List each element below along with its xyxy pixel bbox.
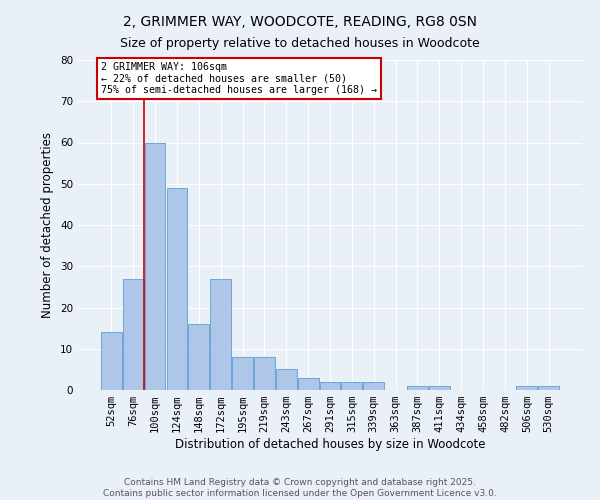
Bar (188, 324, 209, 390)
Text: 2 GRIMMER WAY: 106sqm
← 22% of detached houses are smaller (50)
75% of semi-deta: 2 GRIMMER WAY: 106sqm ← 22% of detached … (101, 62, 377, 96)
Y-axis label: Number of detached properties: Number of detached properties (41, 132, 55, 318)
Text: Contains HM Land Registry data © Crown copyright and database right 2025.
Contai: Contains HM Land Registry data © Crown c… (103, 478, 497, 498)
Bar (167, 188, 187, 390)
Bar (320, 382, 340, 390)
Bar (407, 386, 428, 390)
Bar (123, 278, 143, 390)
Text: Size of property relative to detached houses in Woodcote: Size of property relative to detached ho… (120, 38, 480, 51)
Bar (341, 382, 362, 390)
X-axis label: Distribution of detached houses by size in Woodcote: Distribution of detached houses by size … (175, 438, 485, 451)
Bar (210, 278, 231, 390)
Bar (276, 370, 296, 390)
Bar (364, 382, 384, 390)
Bar (101, 332, 122, 390)
Bar (517, 386, 537, 390)
Text: 2, GRIMMER WAY, WOODCOTE, READING, RG8 0SN: 2, GRIMMER WAY, WOODCOTE, READING, RG8 0… (123, 15, 477, 29)
Bar (538, 386, 559, 390)
Bar (232, 357, 253, 390)
Bar (254, 357, 275, 390)
Bar (145, 142, 166, 390)
Bar (429, 386, 450, 390)
Bar (298, 378, 319, 390)
